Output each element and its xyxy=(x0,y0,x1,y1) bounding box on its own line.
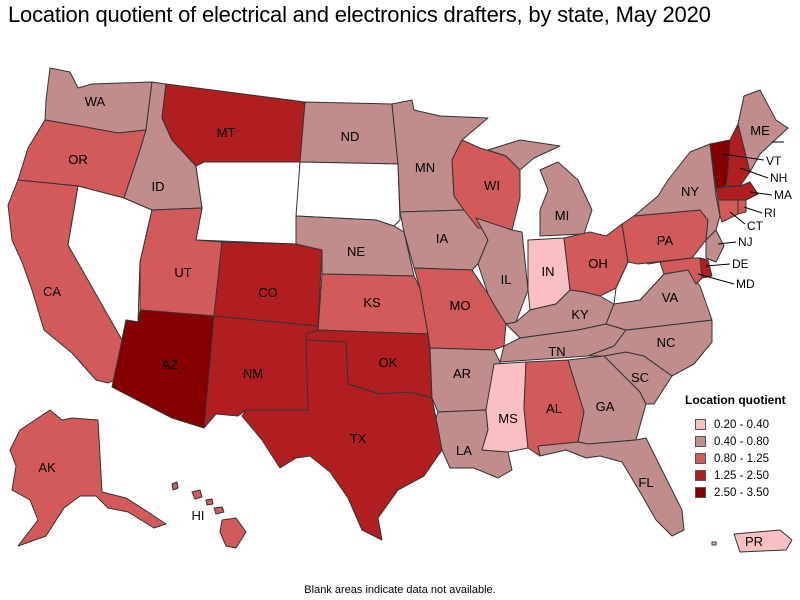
label-MA: MA xyxy=(774,188,792,202)
label-OK: OK xyxy=(379,355,398,370)
label-FL: FL xyxy=(638,475,653,490)
label-GA: GA xyxy=(596,399,615,414)
map-title: Location quotient of electrical and elec… xyxy=(8,2,711,27)
state-FL[interactable] xyxy=(537,437,685,537)
legend-label: 2.50 - 3.50 xyxy=(714,486,769,499)
footnote: Blank areas indicate data not available. xyxy=(304,584,496,596)
state-WI[interactable] xyxy=(451,139,521,231)
state-ME[interactable] xyxy=(737,89,789,173)
legend-label: 0.80 - 1.25 xyxy=(714,452,769,465)
pr-islet xyxy=(711,541,717,546)
legend-item: 0.80 - 1.25 xyxy=(685,450,800,467)
label-ND: ND xyxy=(341,129,360,144)
label-MD: MD xyxy=(736,277,755,291)
legend-title: Location quotient xyxy=(685,393,786,407)
state-WY[interactable] xyxy=(195,161,301,245)
label-MI: MI xyxy=(555,208,569,223)
legend-swatch xyxy=(695,436,706,447)
label-ID: ID xyxy=(152,179,165,194)
label-MN: MN xyxy=(415,160,435,175)
label-IN: IN xyxy=(542,264,555,279)
label-AR: AR xyxy=(453,366,471,381)
label-SC: SC xyxy=(631,370,649,385)
label-OH: OH xyxy=(588,256,608,271)
legend-item: 2.50 - 3.50 xyxy=(685,484,800,501)
label-NJ: NJ xyxy=(738,235,753,249)
legend-swatch xyxy=(695,419,706,430)
label-RI: RI xyxy=(764,206,776,220)
label-WI: WI xyxy=(484,178,500,193)
state-CT[interactable] xyxy=(717,199,739,223)
label-CT: CT xyxy=(747,219,764,233)
legend-label: 0.40 - 0.80 xyxy=(714,435,769,448)
label-AK: AK xyxy=(38,460,56,475)
state-NJ[interactable] xyxy=(705,229,725,263)
state-PR[interactable] xyxy=(733,529,793,553)
label-CA: CA xyxy=(43,284,61,299)
label-HI: HI xyxy=(192,508,205,523)
label-VT: VT xyxy=(766,154,782,168)
legend: Location quotient 0.20 - 0.40 0.40 - 0.8… xyxy=(685,393,800,501)
state-TX[interactable] xyxy=(241,339,443,541)
legend-item: 1.25 - 2.50 xyxy=(685,467,800,484)
label-AL: AL xyxy=(546,401,562,416)
label-NC: NC xyxy=(657,335,676,350)
state-NY[interactable] xyxy=(633,143,721,241)
label-IL: IL xyxy=(501,272,512,287)
state-MD[interactable] xyxy=(659,257,703,285)
state-HI[interactable] xyxy=(171,481,247,549)
label-KY: KY xyxy=(571,307,589,322)
legend-swatch xyxy=(695,487,706,498)
label-NM: NM xyxy=(243,366,263,381)
legend-swatch xyxy=(695,470,706,481)
state-RI[interactable] xyxy=(737,199,747,215)
label-MS: MS xyxy=(498,411,518,426)
label-ME: ME xyxy=(750,123,770,138)
state-CO[interactable] xyxy=(213,241,323,327)
label-TX: TX xyxy=(350,431,367,446)
label-LA: LA xyxy=(456,443,472,458)
label-TN: TN xyxy=(548,344,565,359)
label-CO: CO xyxy=(258,285,278,300)
legend-swatch xyxy=(695,453,706,464)
label-NE: NE xyxy=(347,244,365,259)
legend-label: 1.25 - 2.50 xyxy=(714,469,769,482)
state-AK[interactable] xyxy=(9,409,167,547)
label-NH: NH xyxy=(770,171,787,185)
label-PA: PA xyxy=(657,233,674,248)
label-AZ: AZ xyxy=(162,357,179,372)
label-PR: PR xyxy=(745,534,763,549)
leader-lines xyxy=(697,141,784,285)
label-MO: MO xyxy=(450,298,471,313)
legend-item: 0.20 - 0.40 xyxy=(685,416,800,433)
label-KS: KS xyxy=(363,295,381,310)
label-IA: IA xyxy=(436,231,449,246)
legend-label: 0.20 - 0.40 xyxy=(714,418,769,431)
legend-item: 0.40 - 0.80 xyxy=(685,433,800,450)
label-DE: DE xyxy=(732,257,749,271)
label-OR: OR xyxy=(68,152,88,167)
label-NY: NY xyxy=(681,184,699,199)
label-WA: WA xyxy=(85,94,106,109)
label-VA: VA xyxy=(662,290,679,305)
label-UT: UT xyxy=(174,265,191,280)
label-MT: MT xyxy=(217,125,236,140)
